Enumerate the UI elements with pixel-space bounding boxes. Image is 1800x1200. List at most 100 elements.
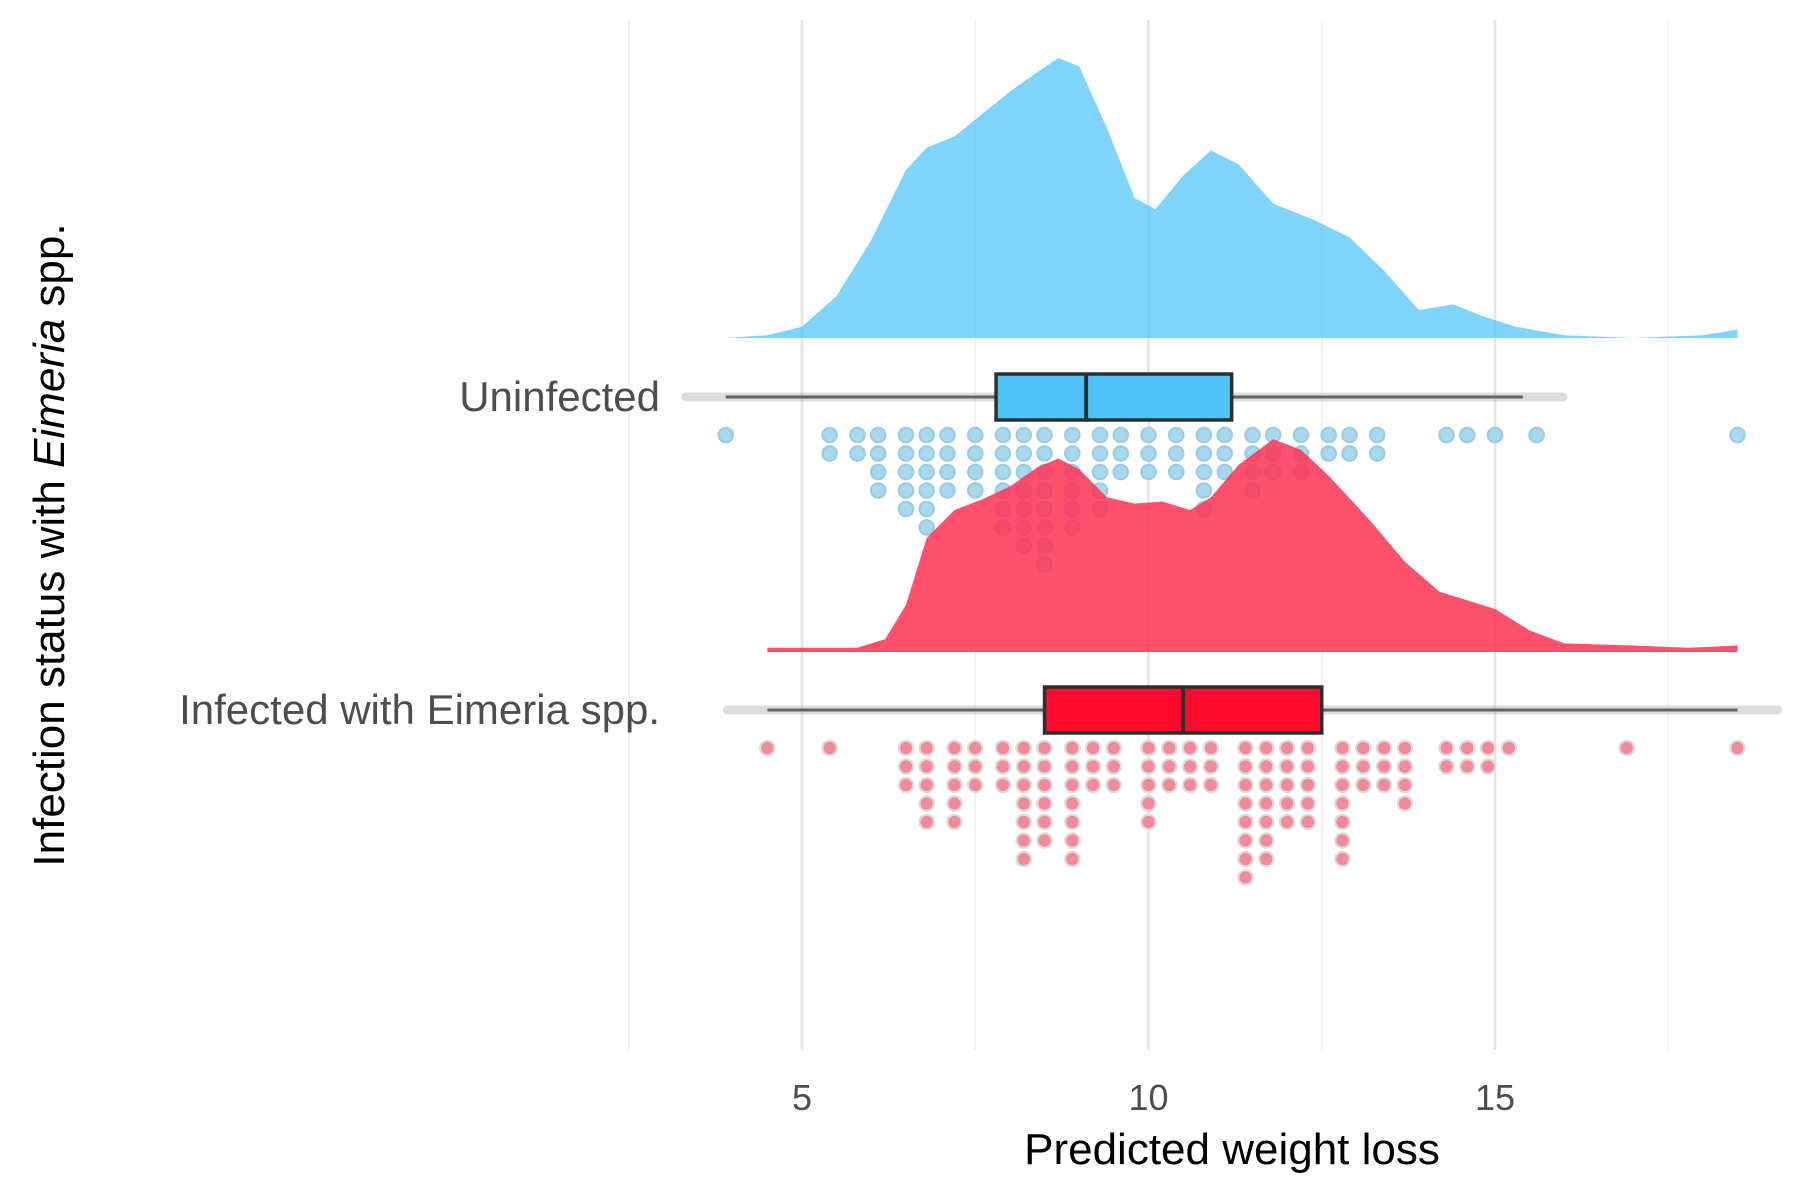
data-point [869, 463, 887, 481]
data-point [869, 482, 887, 499]
data-point [1258, 776, 1275, 794]
data-point [1278, 739, 1296, 757]
data-point [1459, 426, 1476, 444]
data-point [918, 739, 935, 757]
data-point [1355, 776, 1372, 794]
data-point [946, 776, 963, 794]
data-point [1334, 850, 1351, 868]
data-point [1479, 739, 1497, 757]
x-tick-label: 5 [792, 1077, 812, 1118]
category-label: Infected with Eimeria spp. [179, 686, 660, 733]
data-point [1334, 776, 1351, 794]
data-point [966, 776, 984, 794]
data-point [1320, 445, 1337, 462]
data-point [821, 426, 838, 444]
data-point [1015, 758, 1033, 775]
data-point [1396, 795, 1414, 812]
data-point [918, 519, 935, 536]
data-point [1355, 739, 1372, 757]
data-point [1084, 739, 1102, 757]
y-axis-title-italic: Eimeria [25, 319, 74, 468]
data-point [946, 813, 963, 831]
data-point [1334, 739, 1351, 757]
data-point [966, 426, 984, 444]
data-point [939, 445, 956, 462]
data-point [1140, 758, 1157, 775]
data-point [918, 445, 935, 462]
data-point [1015, 832, 1033, 849]
data-point [897, 463, 915, 481]
data-point [918, 426, 935, 444]
data-point [1500, 739, 1518, 757]
data-point [1237, 850, 1254, 868]
data-point [1167, 426, 1185, 444]
data-point [1396, 739, 1414, 757]
data-point [1341, 445, 1358, 462]
x-axis-title: Predicted weight loss [1024, 1125, 1440, 1174]
data-point [966, 463, 984, 481]
data-point [1161, 776, 1178, 794]
data-point [897, 776, 915, 794]
data-point [1140, 795, 1157, 812]
data-point [1278, 813, 1296, 831]
data-point [1064, 426, 1081, 444]
data-point [946, 795, 963, 812]
data-point [1195, 482, 1213, 499]
data-point [1341, 426, 1358, 444]
data-point [918, 776, 935, 794]
data-point [1140, 463, 1157, 481]
data-point [1036, 426, 1053, 444]
data-point [1015, 795, 1033, 812]
data-point [966, 482, 984, 499]
data-point [1334, 758, 1351, 775]
data-point [1167, 445, 1185, 462]
data-point [1202, 739, 1220, 757]
data-point [994, 758, 1012, 775]
data-point [1140, 445, 1157, 462]
data-point [994, 445, 1012, 462]
data-point [1299, 795, 1317, 812]
data-point [1438, 739, 1455, 757]
data-point [1258, 813, 1275, 831]
data-point [1084, 776, 1102, 794]
data-point [1140, 426, 1157, 444]
data-point [1105, 758, 1123, 775]
data-point [994, 776, 1012, 794]
data-point [1036, 795, 1053, 812]
data-point [1036, 776, 1053, 794]
y-axis-title: Infection status with Eimeria spp. [25, 223, 74, 866]
data-point [1258, 850, 1275, 868]
data-point [1334, 795, 1351, 812]
data-point [1375, 758, 1393, 775]
data-point [1438, 758, 1455, 775]
data-point [1036, 445, 1053, 462]
data-point [1216, 426, 1233, 444]
data-point [1237, 776, 1254, 794]
data-point [1438, 426, 1455, 444]
data-point [1320, 426, 1337, 444]
data-point [1202, 776, 1220, 794]
data-point [1729, 739, 1746, 757]
data-point [1091, 445, 1109, 462]
data-point [1258, 795, 1275, 812]
data-point [1299, 813, 1317, 831]
data-point [1486, 426, 1504, 444]
data-point [1479, 758, 1497, 775]
x-tick-label: 15 [1475, 1077, 1515, 1118]
data-point [1375, 776, 1393, 794]
data-point [1161, 758, 1178, 775]
data-point [897, 426, 915, 444]
data-point [897, 739, 915, 757]
data-point [1258, 739, 1275, 757]
density-cloud [767, 439, 1738, 652]
data-point [1237, 813, 1254, 831]
data-point [1167, 463, 1185, 481]
x-axis-ticks: 5 10 15 [792, 1077, 1515, 1118]
data-point [918, 795, 935, 812]
data-point [1112, 463, 1130, 481]
data-point [918, 482, 935, 499]
data-point [1299, 739, 1317, 757]
data-point [1064, 739, 1081, 757]
data-point [1396, 758, 1414, 775]
data-point [897, 482, 915, 499]
